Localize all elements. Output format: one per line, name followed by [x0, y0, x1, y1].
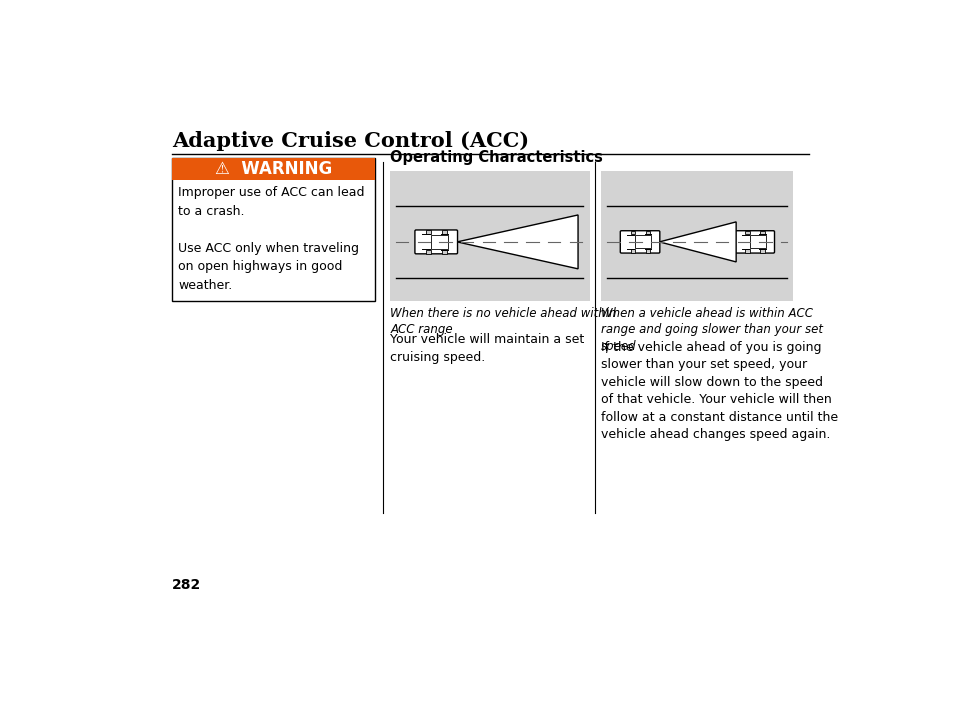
Text: Improper use of ACC can lead
to a crash.

Use ACC only when traveling
on open hi: Improper use of ACC can lead to a crash.… — [178, 186, 364, 292]
FancyBboxPatch shape — [619, 231, 659, 253]
Bar — [442, 230, 447, 234]
Bar — [426, 230, 431, 234]
FancyBboxPatch shape — [172, 158, 375, 180]
Bar — [645, 231, 649, 234]
FancyBboxPatch shape — [635, 236, 651, 248]
Text: When there is no vehicle ahead within
ACC range: When there is no vehicle ahead within AC… — [390, 307, 617, 337]
FancyBboxPatch shape — [431, 235, 448, 249]
FancyBboxPatch shape — [734, 231, 774, 253]
Bar — [645, 249, 649, 253]
Bar — [744, 231, 749, 234]
Bar — [630, 249, 635, 253]
Polygon shape — [456, 215, 578, 269]
Text: When a vehicle ahead is within ACC
range and going slower than your set
speed: When a vehicle ahead is within ACC range… — [600, 307, 822, 353]
Text: ⚠  WARNING: ⚠ WARNING — [214, 160, 332, 178]
Bar — [442, 250, 447, 254]
FancyBboxPatch shape — [172, 158, 375, 301]
Text: Adaptive Cruise Control (ACC): Adaptive Cruise Control (ACC) — [172, 131, 529, 151]
FancyBboxPatch shape — [415, 230, 457, 254]
Bar — [744, 249, 749, 253]
Text: If the vehicle ahead of you is going
slower than your set speed, your
vehicle wi: If the vehicle ahead of you is going slo… — [600, 341, 838, 442]
FancyBboxPatch shape — [390, 171, 589, 301]
FancyBboxPatch shape — [749, 236, 765, 248]
Bar — [760, 249, 764, 253]
Bar — [630, 231, 635, 234]
Bar — [426, 250, 431, 254]
Polygon shape — [659, 222, 736, 262]
Bar — [760, 231, 764, 234]
Text: Your vehicle will maintain a set
cruising speed.: Your vehicle will maintain a set cruisin… — [390, 333, 584, 364]
FancyBboxPatch shape — [600, 171, 793, 301]
Text: Operating Characteristics: Operating Characteristics — [390, 150, 602, 165]
Text: 282: 282 — [172, 578, 201, 592]
